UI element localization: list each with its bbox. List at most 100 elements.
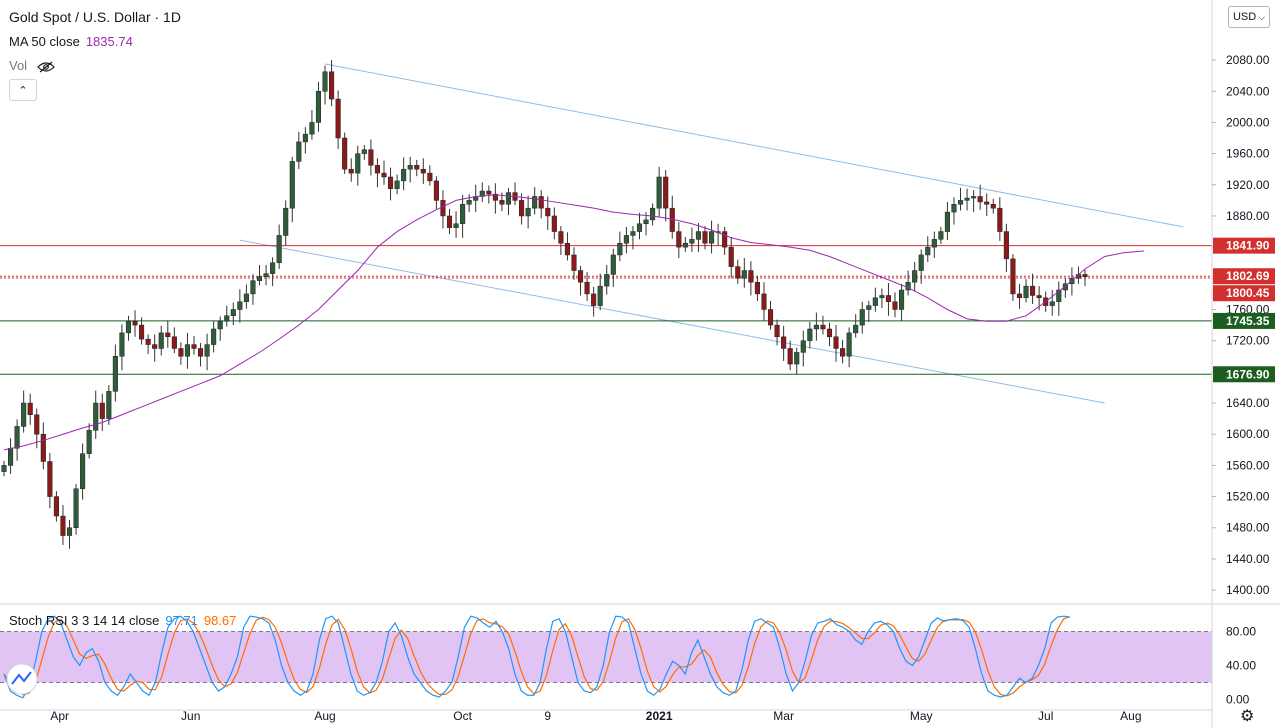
- candle[interactable]: [315, 81, 322, 132]
- candle[interactable]: [381, 160, 387, 185]
- candle[interactable]: [564, 232, 570, 261]
- candle[interactable]: [944, 201, 950, 241]
- candle[interactable]: [781, 325, 787, 361]
- candle[interactable]: [171, 327, 177, 354]
- candle[interactable]: [440, 190, 446, 229]
- candle[interactable]: [905, 270, 911, 296]
- candle[interactable]: [997, 197, 1003, 241]
- candle[interactable]: [374, 158, 380, 188]
- candle[interactable]: [532, 187, 538, 215]
- candle[interactable]: [715, 223, 721, 246]
- candle[interactable]: [414, 159, 420, 177]
- candle[interactable]: [519, 193, 525, 225]
- candle[interactable]: [807, 321, 813, 349]
- candle[interactable]: [663, 169, 669, 222]
- candle[interactable]: [1082, 269, 1088, 287]
- candle[interactable]: [368, 139, 374, 176]
- candle[interactable]: [971, 190, 977, 213]
- candle[interactable]: [139, 317, 145, 345]
- candle[interactable]: [289, 156, 295, 223]
- candle[interactable]: [256, 265, 263, 286]
- candle[interactable]: [754, 275, 760, 301]
- candle[interactable]: [813, 312, 819, 341]
- candle[interactable]: [728, 237, 734, 279]
- candle[interactable]: [761, 282, 767, 321]
- candle[interactable]: [689, 227, 695, 252]
- candle[interactable]: [623, 226, 629, 254]
- candle[interactable]: [243, 284, 249, 309]
- candle[interactable]: [460, 194, 466, 238]
- candle[interactable]: [912, 261, 918, 292]
- candle[interactable]: [66, 519, 73, 549]
- candle[interactable]: [152, 334, 158, 362]
- candle[interactable]: [741, 258, 747, 288]
- candle[interactable]: [551, 207, 557, 240]
- candle[interactable]: [577, 265, 584, 296]
- candle[interactable]: [8, 438, 14, 474]
- candle[interactable]: [34, 408, 40, 449]
- candle[interactable]: [545, 196, 551, 230]
- candle[interactable]: [401, 157, 407, 191]
- candle[interactable]: [591, 286, 597, 317]
- candle[interactable]: [918, 249, 924, 284]
- candle[interactable]: [21, 390, 27, 433]
- candle[interactable]: [872, 287, 878, 312]
- candle[interactable]: [132, 310, 138, 337]
- candle[interactable]: [767, 300, 774, 330]
- candle[interactable]: [270, 257, 276, 287]
- candle[interactable]: [47, 452, 53, 509]
- candle[interactable]: [1049, 290, 1055, 316]
- candle[interactable]: [669, 195, 675, 239]
- candle[interactable]: [853, 314, 859, 338]
- candle[interactable]: [800, 330, 806, 367]
- candle[interactable]: [407, 156, 413, 183]
- candle[interactable]: [892, 292, 898, 318]
- candle[interactable]: [1062, 278, 1068, 298]
- candle[interactable]: [250, 274, 256, 305]
- candle[interactable]: [748, 261, 754, 296]
- ma-legend[interactable]: MA 50 close 1835.74: [9, 34, 133, 49]
- candle[interactable]: [859, 301, 865, 334]
- candle[interactable]: [722, 226, 728, 255]
- candle[interactable]: [302, 127, 308, 154]
- candle[interactable]: [630, 226, 636, 250]
- candle[interactable]: [610, 248, 616, 287]
- candle[interactable]: [197, 343, 204, 367]
- candle[interactable]: [99, 393, 105, 432]
- candle[interactable]: [977, 184, 983, 210]
- candle[interactable]: [571, 247, 577, 280]
- candle[interactable]: [263, 265, 269, 286]
- candle[interactable]: [80, 443, 86, 500]
- candle[interactable]: [1010, 254, 1016, 301]
- candle[interactable]: [453, 211, 459, 238]
- eye-hidden-icon[interactable]: [36, 61, 55, 73]
- candle[interactable]: [355, 145, 361, 186]
- candle[interactable]: [1056, 281, 1062, 316]
- candle[interactable]: [1003, 223, 1009, 273]
- candle[interactable]: [702, 226, 708, 250]
- candle[interactable]: [957, 187, 964, 211]
- candle[interactable]: [158, 325, 164, 356]
- candle[interactable]: [951, 197, 957, 225]
- candle[interactable]: [735, 259, 741, 284]
- candle[interactable]: [1030, 273, 1036, 305]
- candle[interactable]: [486, 185, 492, 204]
- candle[interactable]: [230, 302, 236, 326]
- vol-legend[interactable]: Vol: [9, 58, 55, 73]
- candle[interactable]: [636, 212, 643, 240]
- candle[interactable]: [211, 321, 217, 353]
- candle[interactable]: [329, 60, 335, 107]
- candle[interactable]: [466, 194, 472, 213]
- candle[interactable]: [427, 165, 433, 186]
- candle[interactable]: [656, 166, 662, 218]
- tradingview-logo[interactable]: [6, 663, 38, 695]
- candle[interactable]: [184, 332, 190, 369]
- candle[interactable]: [787, 340, 793, 371]
- candle[interactable]: [361, 145, 367, 160]
- candle[interactable]: [846, 327, 852, 368]
- candle[interactable]: [984, 193, 990, 216]
- candle[interactable]: [643, 212, 649, 236]
- candle[interactable]: [420, 158, 426, 185]
- candle[interactable]: [296, 131, 302, 170]
- candle[interactable]: [604, 265, 610, 295]
